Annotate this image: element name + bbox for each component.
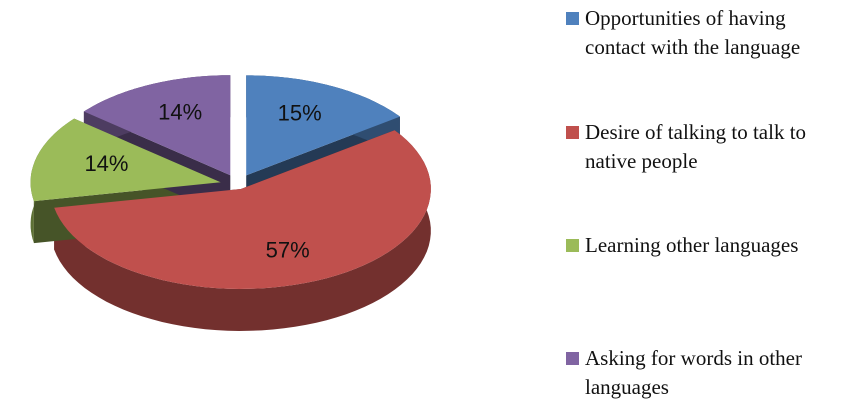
legend-swatch <box>566 352 579 365</box>
slice <box>54 130 431 289</box>
legend-item: Desire of talking to talk to native peop… <box>566 118 847 176</box>
data-label: 14% <box>84 151 128 176</box>
legend-swatch <box>566 126 579 139</box>
slice-side <box>54 130 431 331</box>
slice <box>30 118 221 202</box>
legend-label: Learning other languages <box>585 233 799 257</box>
legend-swatch <box>566 12 579 25</box>
legend-label: Desire of talking to talk to native peop… <box>585 120 807 173</box>
legend-item: Learning other languages <box>566 231 847 260</box>
legend-label: Asking for words in other languages <box>585 346 802 399</box>
data-label: 15% <box>278 100 322 125</box>
slice <box>246 75 400 176</box>
legend-item: Asking for words in other languages <box>566 344 847 402</box>
data-label: 57% <box>266 237 310 262</box>
legend-item: Opportunities of having contact with the… <box>566 4 847 62</box>
data-label: 14% <box>158 99 202 124</box>
legend-swatch <box>566 239 579 252</box>
slice <box>83 75 231 176</box>
legend-label: Opportunities of having contact with the… <box>585 6 801 59</box>
pie-area: 15% 57% 14% 14% <box>30 75 431 331</box>
